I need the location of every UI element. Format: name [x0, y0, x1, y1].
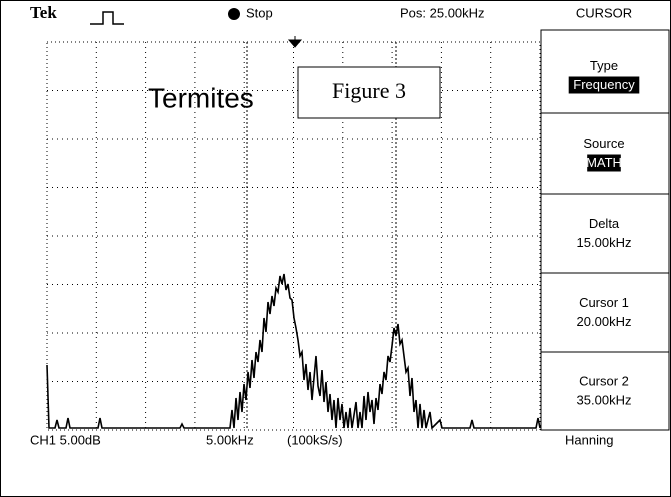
menu-value: Frequency — [573, 77, 635, 92]
menu-label: Delta — [589, 216, 620, 231]
figure-label-box — [297, 66, 441, 119]
spectrum-trace — [46, 273, 541, 430]
channel-scale: CH1 5.00dB — [30, 432, 101, 447]
brand: Tek — [30, 3, 57, 22]
menu-value: MATH — [586, 155, 622, 170]
menu-value: 20.00kHz — [577, 314, 632, 329]
menu-value: 15.00kHz — [577, 235, 632, 250]
sample-rate: (100kS/s) — [287, 432, 343, 447]
figure-label: Figure 3 — [332, 78, 406, 103]
side-menu: Type Frequency Source MATH Delta 15.00kHz Curs… — [540, 29, 670, 431]
menu-label: Source — [583, 136, 624, 151]
overlay-text: Termites — [148, 82, 254, 113]
timebase: 5.00kHz — [206, 432, 254, 447]
position: Pos: 25.00kHz — [400, 5, 485, 20]
menu-value: 35.00kHz — [577, 392, 632, 407]
menu-value-highlight — [587, 154, 621, 172]
menu-label: Cursor 1 — [579, 295, 629, 310]
menu-label: Type — [590, 58, 618, 73]
menu-title: CURSOR — [576, 5, 632, 20]
menu-label: Cursor 2 — [579, 373, 629, 388]
status-dot — [228, 8, 240, 20]
trigger-icon — [90, 11, 124, 25]
status: Stop — [246, 5, 273, 20]
window: Hanning — [565, 432, 613, 447]
graticule — [46, 41, 541, 431]
trigger-marker — [287, 36, 303, 48]
menu-value-highlight — [568, 76, 640, 94]
